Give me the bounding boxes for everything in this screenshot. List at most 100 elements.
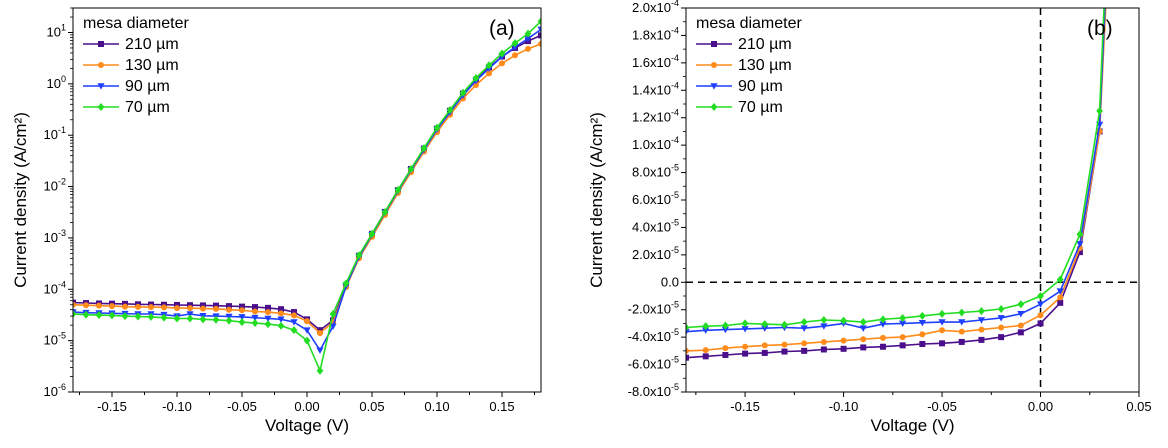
y-tick-label: 10-1 [44, 125, 66, 142]
x-tick-label: -0.10 [829, 399, 859, 414]
y-tick-label-exp: 1 [61, 23, 66, 33]
y-tick-label-exp: -6 [58, 382, 66, 392]
data-point [174, 305, 180, 312]
data-point [1076, 249, 1083, 256]
data-point [73, 310, 77, 319]
data-point [212, 315, 220, 324]
data-point [278, 310, 284, 317]
data-point [1017, 329, 1024, 336]
data-point [108, 311, 116, 320]
legend-entry: 130 µm [125, 57, 179, 74]
data-point [997, 305, 1005, 314]
data-point [135, 303, 141, 310]
y-tick-label-base: 1.4x10 [632, 82, 671, 97]
data-point [918, 311, 926, 320]
data-point [524, 35, 532, 43]
y-tick-label-exp: -5 [671, 300, 679, 310]
data-point [316, 347, 324, 354]
data-point [486, 70, 492, 77]
data-point [978, 307, 985, 316]
data-point [459, 88, 467, 97]
x-axis-title: Voltage (V) [265, 416, 349, 435]
y-tick-label-exp: -4 [671, 25, 679, 35]
data-point [316, 366, 324, 375]
legend-entry: 130 µm [738, 57, 792, 74]
y-tick-label-base: 10 [47, 76, 61, 91]
data-point [997, 315, 1005, 322]
data-point [998, 334, 1005, 341]
data-point [134, 312, 142, 321]
y-tick-label-base: 1.8x10 [632, 27, 671, 42]
y-tick-label: 8.0x10-5 [632, 163, 679, 180]
data-point [820, 323, 828, 330]
data-point [800, 318, 808, 327]
x-tick-label: -0.15 [730, 399, 760, 414]
data-point [251, 319, 259, 328]
data-point [537, 26, 541, 33]
y-tick-label: 101 [47, 23, 66, 40]
data-point [420, 144, 428, 153]
data-point [977, 317, 986, 324]
data-point [859, 325, 867, 332]
y-tick-label: 10-3 [44, 228, 66, 245]
data-point [1056, 275, 1064, 284]
y-tick-label: 1.0x10-4 [632, 135, 679, 152]
data-point [186, 314, 194, 323]
x-tick-label: 0.15 [489, 399, 514, 414]
y-tick-label-base: 0.0 [661, 274, 679, 289]
data-point [702, 322, 710, 331]
data-point [537, 17, 541, 26]
y-tick-label-exp: -4 [671, 80, 679, 90]
data-point [82, 310, 90, 319]
x-tick-label: -0.10 [162, 399, 192, 414]
plot-frame [685, 7, 1140, 393]
x-axis-title: Voltage (V) [870, 416, 954, 435]
data-point [161, 304, 167, 311]
y-tick-label-base: 10 [44, 179, 58, 194]
data-point [187, 305, 193, 312]
data-point [1017, 322, 1024, 329]
data-point [538, 32, 541, 39]
data-point [446, 105, 454, 114]
data-point [73, 301, 76, 308]
y-tick-label: 1.8x10-4 [632, 25, 679, 42]
data-point [899, 320, 907, 328]
data-point [96, 302, 102, 309]
y-tick-label-base: 10 [44, 333, 58, 348]
y-tick-label-exp: -5 [671, 382, 679, 392]
data-point [1037, 320, 1044, 327]
data-point [919, 331, 926, 338]
data-point [958, 338, 965, 345]
data-point [702, 327, 710, 334]
data-point [83, 302, 89, 309]
data-point [304, 318, 310, 325]
data-point [840, 337, 847, 344]
x-tick-label: 0.10 [424, 399, 449, 414]
data-point [485, 61, 493, 70]
x-tick-label: -0.05 [227, 399, 257, 414]
data-point [342, 279, 350, 288]
data-point [820, 346, 827, 353]
data-point [860, 344, 867, 351]
data-point [252, 304, 258, 311]
data-point [368, 229, 376, 238]
data-point [801, 340, 808, 347]
data-point [859, 318, 867, 327]
legend-swatch-marker [98, 62, 104, 68]
data-point [499, 60, 505, 67]
data-point [251, 314, 259, 322]
data-point [226, 306, 232, 313]
y-tick-label-exp: -5 [58, 331, 66, 341]
data-point [938, 309, 946, 318]
data-point [317, 330, 323, 337]
legend-swatch-marker [711, 62, 717, 68]
data-point [800, 325, 808, 332]
data-point [899, 313, 907, 322]
y-tick-label: 10-4 [44, 279, 66, 296]
data-point [958, 308, 966, 317]
data-point [1076, 241, 1084, 248]
data-point [702, 353, 709, 360]
y-tick-label-base: -6.0x10 [628, 357, 671, 372]
data-point [277, 321, 285, 330]
data-point [239, 307, 245, 314]
